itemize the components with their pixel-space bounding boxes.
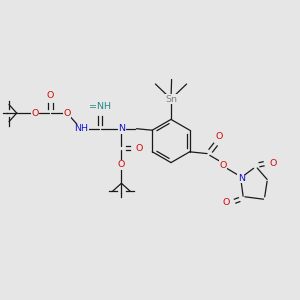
Text: Sn: Sn [165, 94, 177, 103]
Text: O: O [63, 109, 70, 118]
Text: O: O [215, 132, 223, 141]
Text: O: O [269, 159, 277, 168]
Text: N: N [118, 124, 125, 133]
Text: =NH: =NH [89, 102, 111, 111]
Text: O: O [32, 109, 39, 118]
Text: O: O [220, 161, 227, 170]
Text: O: O [46, 91, 54, 100]
Text: N: N [238, 174, 245, 183]
Text: O: O [136, 144, 143, 153]
Text: O: O [118, 160, 125, 169]
Text: O: O [222, 198, 230, 207]
Text: NH: NH [74, 124, 88, 133]
